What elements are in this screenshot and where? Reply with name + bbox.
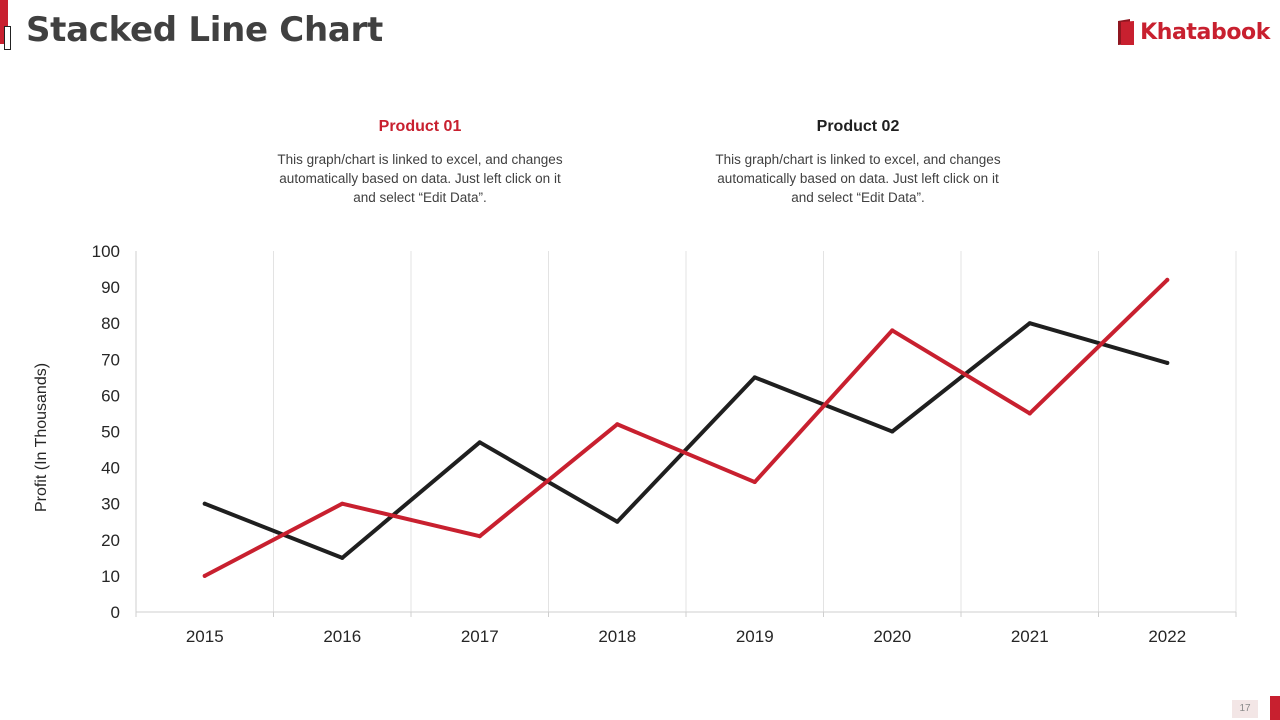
product-02-heading: Product 02: [816, 118, 900, 135]
series-line-product-02: [202, 321, 1170, 560]
x-tick-label: 2017: [461, 627, 499, 646]
data-point: [752, 375, 757, 380]
data-point: [890, 429, 895, 434]
brand-logo: Khatabook: [1116, 18, 1270, 46]
data-point: [890, 328, 895, 333]
title-marker: [4, 26, 11, 50]
y-tick-label: 20: [101, 531, 120, 550]
page-number: 17: [1232, 700, 1258, 718]
data-point: [202, 573, 207, 578]
brand-name: Khatabook: [1140, 19, 1270, 45]
y-axis-label: Profit (In Thousands): [33, 363, 50, 512]
data-point: [340, 555, 345, 560]
x-tick-label: 2019: [736, 627, 774, 646]
y-tick-label: 80: [101, 314, 120, 333]
x-tick-label: 2015: [186, 627, 224, 646]
y-tick-label: 0: [111, 603, 120, 622]
series-line-product-01: [202, 277, 1170, 578]
y-tick-label: 60: [101, 386, 120, 405]
title-accent-bar: [0, 0, 11, 50]
x-tick-label: 2022: [1148, 627, 1186, 646]
data-point: [1027, 411, 1032, 416]
y-tick-label: 10: [101, 567, 120, 586]
product-02-description: This graph/chart is linked to excel, and…: [715, 152, 1001, 205]
x-tick-label: 2021: [1011, 627, 1049, 646]
product-01-block: Product 01 This graph/chart is linked to…: [270, 118, 570, 207]
x-tick-label: 2018: [598, 627, 636, 646]
title-accent: [0, 0, 8, 44]
data-point: [1165, 360, 1170, 365]
product-01-heading: Product 01: [378, 118, 462, 135]
data-point: [340, 501, 345, 506]
y-tick-label: 30: [101, 495, 120, 514]
data-point: [1165, 277, 1170, 282]
product-01-description: This graph/chart is linked to excel, and…: [277, 152, 563, 205]
y-tick-label: 70: [101, 350, 120, 369]
data-point: [615, 519, 620, 524]
x-tick-label: 2016: [323, 627, 361, 646]
y-tick-label: 50: [101, 423, 120, 442]
data-point: [477, 440, 482, 445]
data-point: [615, 422, 620, 427]
data-point: [202, 501, 207, 506]
x-tick-label: 2020: [873, 627, 911, 646]
book-icon: [1118, 19, 1135, 45]
data-point: [752, 480, 757, 485]
page-tab: [1270, 696, 1280, 720]
y-tick-label: 40: [101, 459, 120, 478]
data-point: [1027, 321, 1032, 326]
page-title: Stacked Line Chart: [26, 10, 383, 50]
y-tick-label: 100: [92, 242, 120, 261]
y-tick-label: 90: [101, 278, 120, 297]
data-point: [477, 534, 482, 539]
product-02-block: Product 02 This graph/chart is linked to…: [708, 118, 1008, 207]
